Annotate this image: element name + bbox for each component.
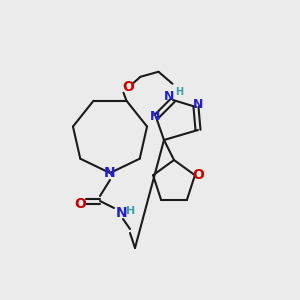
Text: H: H <box>126 206 136 216</box>
Text: O: O <box>123 80 134 94</box>
Text: N: N <box>193 98 203 112</box>
Text: H: H <box>175 87 183 97</box>
Text: O: O <box>74 197 86 211</box>
Text: N: N <box>104 166 116 180</box>
Text: O: O <box>192 168 204 182</box>
Text: N: N <box>116 206 128 220</box>
Text: N: N <box>164 91 174 103</box>
Text: N: N <box>150 110 160 124</box>
